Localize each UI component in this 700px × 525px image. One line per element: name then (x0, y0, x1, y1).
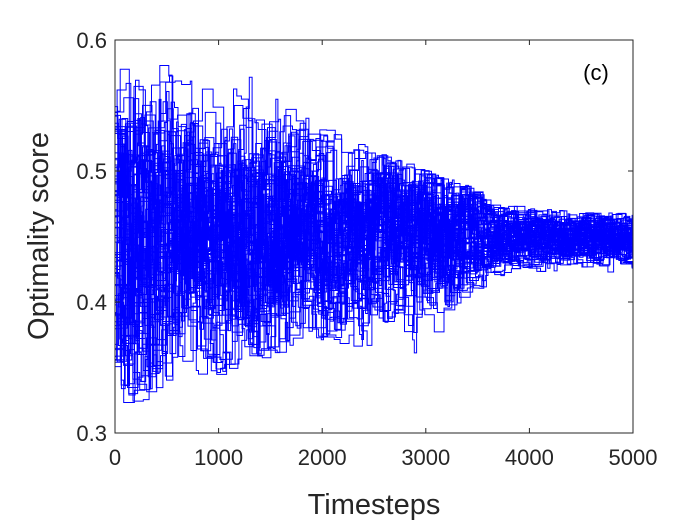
y-tick-label: 0.5 (76, 159, 107, 184)
x-tick-label: 0 (109, 445, 121, 470)
series-trace (115, 177, 633, 357)
y-tick-label: 0.4 (76, 290, 107, 315)
series-trace (115, 82, 633, 307)
x-tick-label: 4000 (505, 445, 554, 470)
series-trace (115, 160, 633, 290)
series-trace (115, 88, 633, 395)
series-trace (115, 136, 633, 377)
series-trace (115, 74, 633, 340)
y-axis-title: Optimality score (23, 132, 55, 340)
series-trace (115, 88, 633, 382)
panel-label: (c) (583, 60, 609, 85)
x-tick-label: 3000 (401, 445, 450, 470)
trace-layer (115, 64, 633, 404)
x-tick-label: 1000 (194, 445, 243, 470)
y-tick-label: 0.3 (76, 421, 107, 446)
plot-frame (114, 39, 634, 434)
series-trace (115, 143, 633, 390)
series-trace (115, 143, 633, 385)
x-tick-label: 5000 (609, 445, 658, 470)
series-trace (115, 143, 633, 328)
x-axis-title: Timesteps (308, 489, 441, 521)
series-trace (115, 166, 633, 347)
x-tick-label: 2000 (298, 445, 347, 470)
y-axis: 0.3 0.4 0.5 0.6 (76, 28, 633, 446)
x-axis: 0 1000 2000 3000 4000 5000 (109, 40, 658, 470)
y-tick-label: 0.6 (76, 28, 107, 53)
